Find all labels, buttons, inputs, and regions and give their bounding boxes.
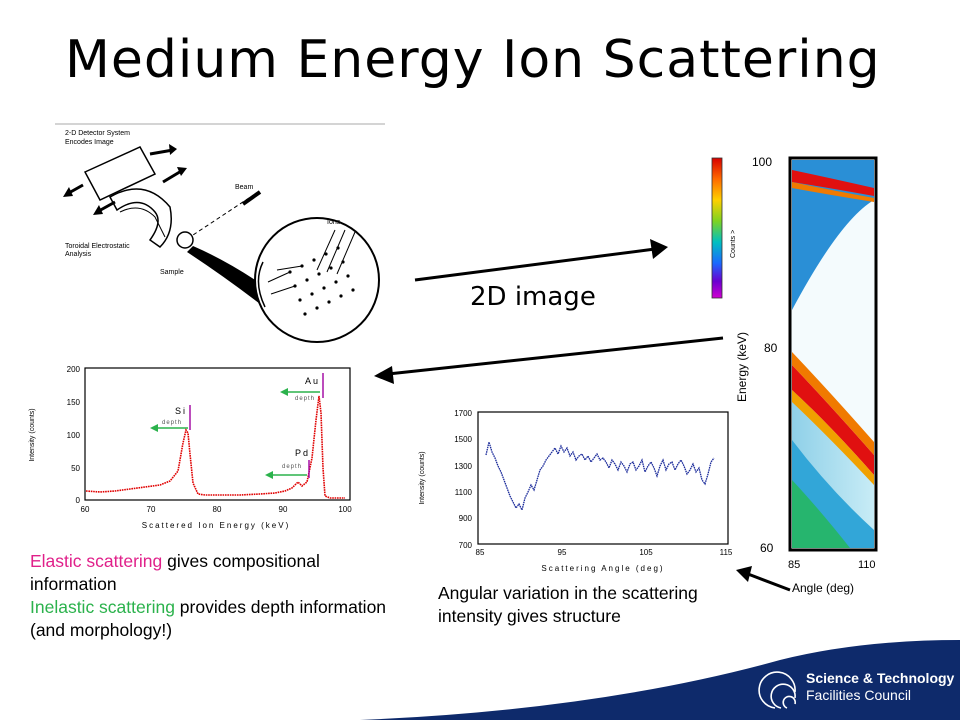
angular-curve (485, 439, 715, 512)
spec-y-tick-200: 200 (67, 365, 81, 374)
x-axis-label: Angle (deg) (792, 581, 854, 595)
caption-elastic-term: Elastic scattering (30, 551, 163, 571)
logo-line-2: Facilities Council (806, 687, 912, 703)
ang-y-tick-1100: 1100 (455, 488, 473, 497)
spec-y-tick-100: 100 (67, 431, 81, 440)
ang-y-tick-1500: 1500 (454, 435, 472, 444)
colorbar (711, 157, 723, 299)
ang-x-axis-label: Scattering Angle (deg) (541, 564, 664, 573)
schematic-label-ions: Ions (327, 219, 341, 226)
arrow-to-angular-plot (736, 566, 791, 592)
spec-x-tick-80: 80 (213, 505, 222, 514)
ang-x-tick-95: 95 (558, 548, 567, 557)
spec-x-tick-100: 100 (338, 505, 352, 514)
schematic-label-sample: Sample (160, 269, 184, 276)
schematic-label-toroid-1: Toroidal Electrostatic (65, 243, 130, 250)
caption-inelastic-term: Inelastic scattering (30, 597, 175, 617)
spec-y-axis-label: Intensity (counts) (29, 408, 36, 461)
image-band-top (792, 170, 874, 196)
ang-y-tick-700: 700 (459, 541, 473, 550)
slide-title: Medium Energy Ion Scattering (65, 30, 881, 90)
depth-label-au: depth (295, 396, 315, 402)
y-tick-80: 80 (764, 341, 778, 355)
ang-x-tick-85: 85 (476, 548, 485, 557)
stfc-logo-icon (758, 671, 796, 709)
spec-y-tick-0: 0 (76, 496, 81, 505)
peak-label-pd: Pd (295, 448, 310, 458)
arrow-to-2d-image (414, 239, 668, 282)
image-band-lower (792, 365, 874, 475)
colorbar-label: Counts > (730, 230, 737, 258)
detector-schematic: 2-D Detector System Encodes Image Beam T… (55, 123, 385, 343)
spec-x-tick-90: 90 (279, 505, 288, 514)
x-tick-85: 85 (788, 559, 800, 571)
spec-x-axis-label: Scattered Ion Energy (keV) (142, 521, 291, 530)
schematic-label-2: Encodes Image (65, 139, 114, 146)
depth-label-si: depth (162, 420, 182, 426)
peak-label-au: Au (305, 376, 320, 386)
caption-elastic-rest: gives compositional information (30, 551, 320, 594)
ang-y-tick-1300: 1300 (454, 462, 472, 471)
peak-label-si: Si (175, 406, 187, 416)
caption-inelastic-rest: provides depth information (and morpholo… (30, 597, 387, 640)
caption-middle: Angular variation in the scattering inte… (438, 583, 698, 626)
ang-x-tick-115: 115 (720, 548, 733, 557)
caption-left: Elastic scattering gives compositional i… (30, 550, 395, 642)
ang-x-tick-105: 105 (639, 548, 653, 557)
arrow-label-2d-image: 2D image (470, 282, 596, 312)
logo-text: Science & Technology Facilities Council (806, 670, 954, 704)
y-tick-100: 100 (752, 155, 772, 169)
arrow-to-spectrum (374, 336, 724, 384)
schematic-label-toroid-2: Analysis (65, 251, 92, 258)
logo-line-1: Science & Technology (806, 670, 955, 686)
spec-y-tick-150: 150 (67, 398, 81, 407)
spec-x-tick-60: 60 (81, 505, 90, 514)
spec-x-tick-70: 70 (147, 505, 156, 514)
ang-y-axis-label: Intensity (counts) (419, 451, 426, 504)
y-tick-60: 60 (760, 541, 774, 555)
x-tick-110: 110 (858, 559, 876, 571)
schematic-label-1: 2-D Detector System (65, 130, 130, 137)
schematic-label-beam: Beam (235, 184, 253, 191)
2d-image-panel: Counts > 100 80 60 Energy (keV) 85 110 A… (711, 155, 878, 595)
angular-plot: 1700 1500 1300 1100 900 700 85 95 105 11… (419, 409, 733, 573)
ang-y-tick-900: 900 (459, 514, 473, 523)
spec-y-tick-50: 50 (71, 464, 80, 473)
ang-y-tick-1700: 1700 (454, 409, 472, 418)
y-axis-label: Energy (keV) (735, 332, 749, 402)
depth-label-pd: depth (282, 464, 302, 470)
energy-spectrum-plot: 200 150 100 50 0 60 70 80 90 100 Scatter… (29, 365, 352, 530)
footer-band (360, 640, 960, 720)
spectrum-curve (85, 395, 345, 499)
